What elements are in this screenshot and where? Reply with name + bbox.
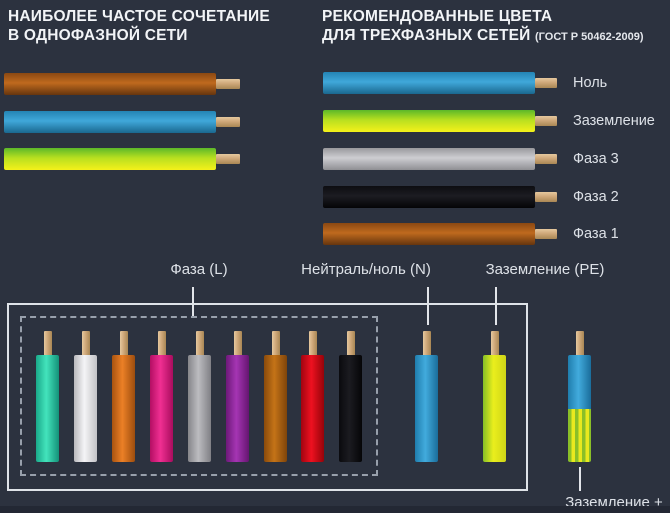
- vwire-body-ground: [483, 355, 506, 462]
- wire-tip: [195, 331, 204, 357]
- wire-tip: [157, 331, 166, 357]
- label-ground: Заземление: [573, 113, 655, 129]
- wire-tip: [422, 331, 431, 357]
- label-phase2: Фаза 2: [573, 189, 619, 205]
- vwire-neutral-blue: [415, 331, 438, 462]
- label-phase1: Фаза 1: [573, 226, 619, 242]
- wire-tip: [216, 154, 240, 164]
- single-phase-title-line1: НАИБОЛЕЕ ЧАСТОЕ СОЧЕТАНИЕ: [8, 8, 270, 25]
- vwire-body-pink: [150, 355, 173, 462]
- label-neutral-group: Нейтраль/ноль (N): [301, 261, 431, 278]
- vwire-brown: [264, 331, 287, 462]
- wire-ground-yellow-green: [323, 110, 535, 132]
- pointer-line-phase: [192, 287, 194, 317]
- wire-tip: [490, 331, 499, 357]
- wire-tip: [535, 154, 557, 164]
- phase-wires-dashed-box: [20, 316, 378, 476]
- wire-tip: [575, 331, 584, 357]
- wire-tip: [535, 78, 557, 88]
- vwire-body-purple: [226, 355, 249, 462]
- three-phase-title-line2: ДЛЯ ТРЕХФАЗНЫХ СЕТЕЙ (ГОСТ Р 50462-2009): [322, 26, 644, 47]
- vwire-combo-ground-plus: [568, 331, 591, 462]
- wire-phase1-brown: [323, 223, 535, 245]
- wire-tip: [271, 331, 280, 357]
- wire-tip: [81, 331, 90, 357]
- pointer-line-ground-plus: [579, 467, 581, 491]
- three-phase-title-line2-text: ДЛЯ ТРЕХФАЗНЫХ СЕТЕЙ: [322, 27, 531, 44]
- vwire-body-teal: [36, 355, 59, 462]
- vwire-combo-bottom-striped: [568, 409, 591, 462]
- label-phase3: Фаза 3: [573, 151, 619, 167]
- wire-single-ground-yellow-green: [4, 148, 216, 170]
- wire-tip: [535, 229, 557, 239]
- vwire-body-red: [301, 355, 324, 462]
- wire-tip: [535, 116, 557, 126]
- label-neutral: Ноль: [573, 75, 608, 91]
- gost-standard-note: (ГОСТ Р 50462-2009): [535, 31, 644, 43]
- vwire-red: [301, 331, 324, 462]
- wire-tip: [43, 331, 52, 357]
- vwire-pink: [150, 331, 173, 462]
- wire-tip: [119, 331, 128, 357]
- pointer-line-neutral: [427, 287, 429, 325]
- vwire-body-brown: [264, 355, 287, 462]
- footer-strip: [0, 506, 670, 513]
- wire-single-neutral-blue: [4, 111, 216, 133]
- single-phase-title: НАИБОЛЕЕ ЧАСТОЕ СОЧЕТАНИЕ В ОДНОФАЗНОЙ С…: [8, 7, 270, 45]
- three-phase-title: РЕКОМЕНДОВАННЫЕ ЦВЕТА ДЛЯ ТРЕХФАЗНЫХ СЕТ…: [322, 7, 644, 47]
- vwire-combo-top-blue: [568, 355, 591, 409]
- wire-phase2-black: [323, 186, 535, 208]
- vwire-black: [339, 331, 362, 462]
- wire-tip: [346, 331, 355, 357]
- vwire-body-white: [74, 355, 97, 462]
- vwire-body-orange: [112, 355, 135, 462]
- vwire-purple: [226, 331, 249, 462]
- vwire-body-black: [339, 355, 362, 462]
- three-phase-title-line1: РЕКОМЕНДОВАННЫЕ ЦВЕТА: [322, 8, 553, 25]
- vwire-white: [74, 331, 97, 462]
- wire-tip: [216, 79, 240, 89]
- wire-tip: [535, 192, 557, 202]
- wires-outer-box: [7, 303, 528, 491]
- pointer-line-ground: [495, 287, 497, 325]
- vwire-body-gray: [188, 355, 211, 462]
- vwire-body-neutral-blue: [415, 355, 438, 462]
- wire-single-phase-brown: [4, 73, 216, 95]
- vwire-gray: [188, 331, 211, 462]
- wire-tip: [233, 331, 242, 357]
- wire-tip: [308, 331, 317, 357]
- vwire-teal: [36, 331, 59, 462]
- wire-phase3-gray: [323, 148, 535, 170]
- wire-tip: [216, 117, 240, 127]
- label-phase-group: Фаза (L): [170, 261, 228, 278]
- vwire-orange: [112, 331, 135, 462]
- label-ground-group: Заземление (PE): [485, 261, 605, 278]
- vwire-ground-yellow-green: [483, 331, 506, 462]
- wire-neutral-blue: [323, 72, 535, 94]
- single-phase-title-line2: В ОДНОФАЗНОЙ СЕТИ: [8, 27, 188, 44]
